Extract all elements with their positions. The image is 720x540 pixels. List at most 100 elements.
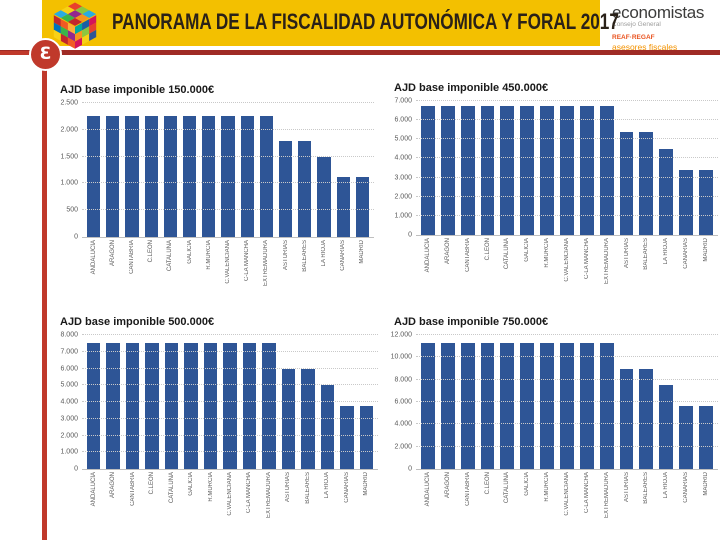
y-tick-label: 6.000 bbox=[394, 116, 412, 124]
y-tick-label: 6.000 bbox=[60, 365, 78, 372]
bar bbox=[619, 131, 634, 235]
bar bbox=[579, 343, 594, 469]
gridline bbox=[416, 195, 718, 197]
x-tick-label: LA RIOJA bbox=[324, 472, 331, 499]
x-axis-labels: ANDALUCÍA ARAGÓN CANTABRIA C.LEÓN CATALUÑA GA… bbox=[82, 472, 378, 520]
plot-area bbox=[82, 102, 374, 238]
x-tick-label: ASTURIAS bbox=[285, 472, 292, 503]
x-tick-label: LA RIOJA bbox=[321, 240, 328, 267]
gridline bbox=[416, 334, 718, 335]
bar bbox=[440, 105, 455, 235]
x-tick-label: CATALUÑA bbox=[167, 240, 174, 272]
brand-name: economistas bbox=[612, 3, 705, 22]
y-tick-label: 4.000 bbox=[60, 398, 78, 406]
x-tick-label: CATALUÑA bbox=[504, 238, 511, 270]
bar bbox=[579, 105, 594, 235]
y-tick-label: 2.000 bbox=[394, 443, 412, 451]
bar bbox=[679, 170, 694, 235]
bar bbox=[202, 116, 216, 237]
x-tick-label: EXTREMADURA bbox=[263, 240, 270, 287]
bar bbox=[421, 343, 435, 469]
chart-ajd-500k: AJD base imponible 500.000€ 0 1.000 2.000 3… bbox=[52, 316, 378, 520]
y-axis: 0 2.000 4.000 6.000 8.000 10.000 12.000 bbox=[386, 332, 416, 473]
x-tick-label: ASTURIAS bbox=[282, 240, 289, 271]
gridline bbox=[416, 157, 718, 159]
x-tick-label: C.VALENCIANA bbox=[225, 240, 232, 284]
bar bbox=[639, 368, 654, 469]
x-tick-label: C.VALENCIANA bbox=[227, 472, 234, 516]
header-banner bbox=[42, 0, 600, 46]
x-tick-label: CATALUÑA bbox=[168, 472, 175, 504]
y-tick-label: 0 bbox=[408, 231, 412, 239]
chart-title: AJD base imponible 150.000€ bbox=[60, 84, 215, 96]
bar bbox=[480, 105, 495, 235]
chart-ajd-150k: AJD base imponible 150.000€ 0 500 1.000 1.5… bbox=[52, 84, 374, 288]
bar bbox=[659, 148, 674, 235]
x-tick-label: C-LA MANCHA bbox=[583, 238, 590, 280]
bar bbox=[163, 116, 178, 237]
x-tick-label: C.VALENCIANA bbox=[563, 472, 570, 516]
bar bbox=[240, 116, 254, 237]
bar bbox=[599, 343, 614, 469]
x-tick-label: LA RIOJA bbox=[663, 472, 670, 499]
bar bbox=[340, 406, 354, 469]
bar bbox=[500, 343, 515, 469]
bar bbox=[106, 116, 120, 237]
x-tick-label: CANTABRIA bbox=[129, 240, 135, 274]
x-tick-label: ARAGÓN bbox=[444, 238, 451, 265]
brand-org: REAF·REGAF bbox=[612, 34, 655, 41]
gridline bbox=[82, 102, 374, 103]
bar bbox=[87, 116, 101, 237]
x-tick-label: ARAGÓN bbox=[110, 472, 117, 499]
x-tick-label: C.LEÓN bbox=[484, 472, 491, 495]
x-tick-label: CANTABRIA bbox=[464, 238, 471, 272]
gridline bbox=[82, 451, 378, 453]
bar bbox=[699, 170, 713, 235]
gridline bbox=[416, 138, 718, 140]
emblem-letter: Ɛ bbox=[39, 44, 52, 64]
x-tick-label: CANTABRIA bbox=[129, 472, 136, 506]
bar bbox=[203, 343, 218, 469]
y-tick-label: 2.000 bbox=[394, 193, 412, 201]
plot-area bbox=[82, 334, 378, 470]
bar bbox=[87, 343, 101, 469]
y-tick-label: 4.000 bbox=[394, 154, 412, 162]
y-tick-label: 8.000 bbox=[60, 331, 78, 339]
y-tick-label: 0 bbox=[74, 465, 78, 473]
x-tick-label: C.LEÓN bbox=[148, 240, 155, 263]
bar bbox=[699, 406, 713, 469]
x-tick-label: MADRID bbox=[359, 240, 366, 264]
x-tick-label: ANDALUCÍA bbox=[90, 472, 97, 507]
y-tick-label: 2.000 bbox=[60, 126, 78, 134]
x-tick-label: ASTURIAS bbox=[623, 472, 630, 503]
gridline bbox=[416, 423, 718, 425]
x-tick-label: CANARIAS bbox=[683, 238, 690, 269]
y-tick-label: 1.000 bbox=[60, 179, 78, 187]
x-tick-label: CANTABRIA bbox=[464, 472, 471, 506]
y-tick-label: 5.000 bbox=[60, 381, 78, 389]
x-tick-label: BALEARES bbox=[301, 240, 308, 272]
x-tick-label: BALEARES bbox=[643, 238, 650, 270]
x-tick-label: GALICIA bbox=[188, 472, 195, 496]
gridline bbox=[416, 176, 718, 178]
x-tick-label: BALEARES bbox=[643, 472, 650, 504]
gridline bbox=[416, 378, 718, 380]
gridline bbox=[82, 401, 378, 402]
y-tick-label: 7.000 bbox=[394, 97, 412, 105]
bar bbox=[599, 105, 614, 235]
x-tick-label: CANARIAS bbox=[343, 472, 350, 503]
bar bbox=[223, 343, 237, 469]
bar bbox=[460, 105, 475, 235]
x-tick-label: R.MURCIA bbox=[544, 472, 551, 502]
bar bbox=[279, 140, 293, 237]
y-axis: 0 500 1.000 1.500 2.000 2.500 bbox=[52, 100, 82, 241]
x-tick-label: MADRID bbox=[702, 472, 709, 496]
bar bbox=[320, 385, 335, 469]
bar bbox=[440, 343, 455, 469]
bar bbox=[659, 385, 674, 469]
x-tick-label: GALICIA bbox=[524, 238, 531, 262]
bar bbox=[359, 406, 374, 469]
gridline bbox=[82, 367, 378, 369]
x-tick-label: C-LA MANCHA bbox=[244, 240, 251, 282]
bar bbox=[125, 343, 140, 469]
